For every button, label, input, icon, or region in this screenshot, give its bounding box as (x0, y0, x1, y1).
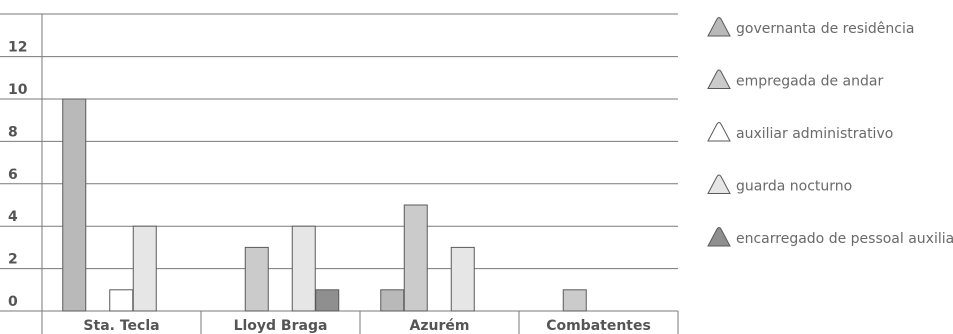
x-category-label: Sta. Tecla (83, 318, 159, 334)
legend-swatch-icon (707, 69, 731, 89)
bar (562, 289, 587, 312)
legend-label: governanta de residência (736, 21, 914, 37)
y-tick-label: 12 (8, 40, 27, 56)
bar (380, 289, 405, 312)
legend-item: empregada de andar (707, 69, 883, 90)
legend-swatch-icon (707, 174, 731, 194)
x-category-label: Azurém (410, 318, 470, 334)
y-tick-label: 10 (8, 82, 28, 98)
legend: governanta de residência empregada de and… (707, 17, 953, 247)
legend-swatch-icon (707, 227, 731, 247)
bar (132, 225, 157, 312)
x-category-label: Lloyd Braga (234, 318, 328, 334)
legend-item: auxiliar administrativo (707, 122, 893, 142)
legend-item: governanta de residência (707, 17, 914, 37)
y-tick-label: 0 (8, 294, 18, 310)
x-axis-categories: Sta. Tecla Lloyd Braga Azurém Combatentes (83, 318, 650, 334)
bar (109, 289, 134, 312)
bar (62, 98, 87, 312)
bar (291, 225, 316, 312)
legend-label: empregada de andar (736, 74, 883, 90)
legend-label: encarregado de pessoal auxiliar (736, 231, 953, 247)
y-tick-label: 4 (8, 209, 18, 225)
y-tick-label: 2 (8, 252, 18, 268)
y-tick-label: 8 (8, 124, 18, 140)
legend-swatch-icon (707, 17, 731, 37)
legend-item: encarregado de pessoal auxiliar (707, 227, 953, 247)
y-tick-label: 6 (8, 167, 18, 183)
y-axis-ticks: 12 10 8 6 4 2 0 (8, 40, 28, 310)
axes (41, 14, 679, 334)
bar (244, 246, 269, 312)
bar (450, 246, 475, 312)
legend-item: guarda nocturno (707, 174, 852, 195)
x-category-label: Combatentes (546, 318, 651, 334)
bar (315, 289, 340, 312)
legend-label: guarda nocturno (736, 179, 852, 195)
bar (403, 204, 428, 312)
bars (62, 98, 587, 312)
legend-swatch-icon (707, 122, 731, 142)
legend-label: auxiliar administrativo (736, 126, 893, 142)
gridlines (0, 13, 678, 312)
